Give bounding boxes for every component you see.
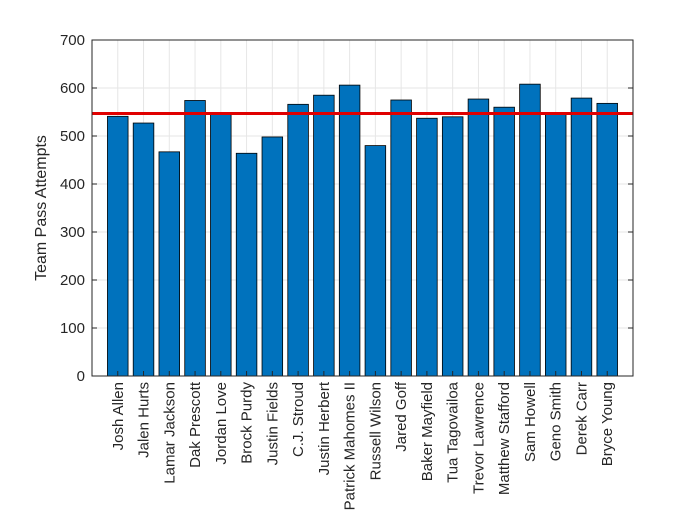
x-tick-label: Derek Carr (573, 382, 590, 455)
x-tick-label: Brock Purdy (239, 382, 256, 464)
x-tick-label: Matthew Stafford (496, 382, 513, 495)
x-tick-label: Geno Smith (548, 382, 565, 461)
x-tick-label: Patrick Mahomes II (342, 382, 359, 510)
x-tick-label: Jalen Hurts (136, 382, 153, 458)
x-tick-label: Justin Fields (264, 382, 281, 465)
x-tick-label: Jordan Love (213, 382, 230, 465)
plot-frame (91, 39, 634, 377)
y-tick-label: 0 (77, 368, 85, 385)
x-tick-label: Bryce Young (599, 382, 616, 466)
bar (467, 98, 490, 377)
x-tick-label: Justin Herbert (316, 381, 333, 475)
x-tick-label: Lamar Jackson (161, 382, 178, 484)
x-tick-label: Trevor Lawrence (470, 382, 487, 494)
x-tick-label: Dak Prescott (187, 381, 204, 468)
y-tick-label: 100 (60, 320, 85, 337)
bar (570, 97, 593, 377)
bar (132, 122, 155, 377)
bar (364, 145, 387, 377)
y-axis-ticks: 0 100 200 300 400 500 600 700 (60, 32, 633, 385)
x-tick-label: Sam Howell (522, 382, 539, 462)
x-tick-label: Baker Mayfield (419, 382, 436, 481)
bar (596, 102, 618, 377)
bar (519, 83, 541, 377)
x-tick-label: Russell Wilson (367, 382, 384, 480)
bar (107, 115, 129, 377)
y-tick-label: 300 (60, 224, 85, 241)
bar (184, 100, 206, 377)
x-tick-label: Jared Goff (393, 381, 410, 452)
bar (441, 116, 464, 377)
y-tick-label: 500 (60, 128, 85, 145)
bar (158, 151, 180, 377)
y-tick-label: 600 (60, 80, 85, 97)
y-tick-label: 400 (60, 176, 85, 193)
bar (261, 136, 284, 377)
bar (416, 117, 438, 377)
y-tick-label: 200 (60, 272, 85, 289)
y-tick-label: 700 (60, 32, 85, 49)
x-tick-label: Josh Allen (110, 382, 127, 450)
bars (107, 83, 618, 377)
x-tick-label: Tua Tagovailoa (445, 381, 462, 483)
bar (390, 99, 412, 377)
bar (313, 94, 335, 377)
x-axis-ticks: Josh Allen Jalen Hurts Lamar Jackson Dak Pr… (110, 371, 616, 510)
bar (210, 112, 232, 377)
x-tick-label: C.J. Stroud (290, 382, 307, 457)
bar (545, 113, 567, 377)
bar (338, 84, 361, 377)
bar (235, 152, 258, 377)
bar (493, 106, 515, 377)
bar (287, 103, 309, 377)
y-axis-label: Team Pass Attempts (33, 135, 50, 281)
